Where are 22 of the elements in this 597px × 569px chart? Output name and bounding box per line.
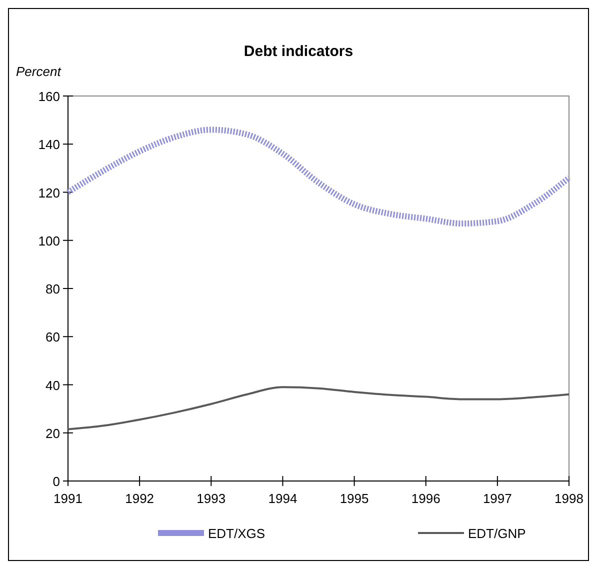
legend-label: EDT/XGS — [208, 526, 266, 541]
x-tick-label: 1994 — [268, 491, 298, 506]
line-series — [67, 386, 570, 430]
y-tick-label: 0 — [52, 474, 60, 489]
x-tick-label: 1991 — [54, 491, 82, 506]
x-tick-label: 1993 — [196, 491, 226, 506]
y-tick-label: 40 — [46, 378, 60, 393]
x-tick-label: 1997 — [482, 491, 512, 506]
x-tick-label: 1996 — [411, 491, 440, 506]
y-tick-label: 100 — [38, 233, 60, 248]
y-tick-label: 140 — [38, 137, 60, 152]
y-tick-label: 60 — [46, 330, 60, 345]
y-axis-title: Percent — [16, 64, 62, 79]
y-tick-label: 80 — [46, 282, 60, 296]
y-tick-label: 120 — [38, 185, 60, 200]
y-tick-label: 20 — [46, 426, 60, 441]
x-tick-label: 1998 — [554, 491, 584, 506]
x-tick-label: 1992 — [125, 491, 154, 506]
chart-title: Debt indicators — [244, 43, 354, 60]
legend-label: EDT/GNP — [468, 526, 526, 541]
y-tick-label: 160 — [38, 89, 60, 104]
x-tick-label: 1995 — [340, 491, 369, 506]
